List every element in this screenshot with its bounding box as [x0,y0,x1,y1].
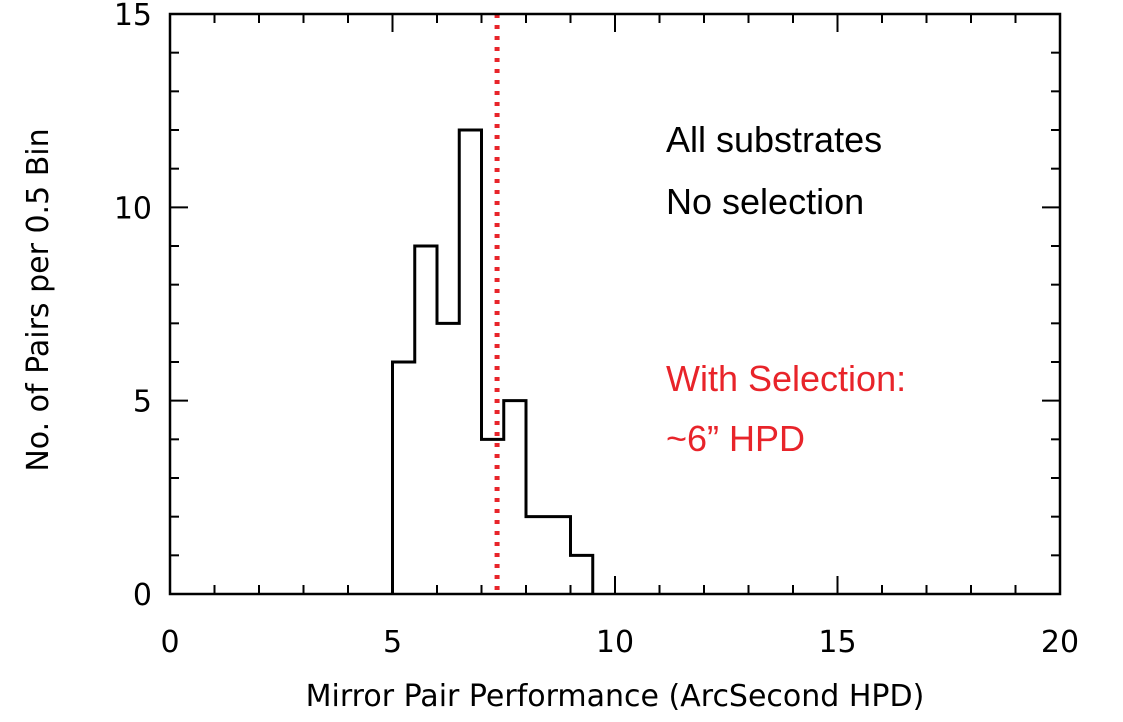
axis-tick-labels: 0 5 10 15 20 0 5 10 15 [114,0,1079,660]
histogram-bar [571,555,593,594]
histogram-bars [393,130,593,594]
annotation-no-selection-line-1: All substrates [666,119,882,160]
histogram-bar [504,401,526,594]
x-tick-label: 0 [160,625,179,660]
x-tick-label: 5 [383,625,402,660]
y-tick-label: 15 [114,0,152,33]
annotation-no-selection-line-2: No selection [666,181,864,222]
y-tick-label: 10 [114,191,152,226]
histogram-bar [393,362,415,594]
histogram-bar [548,517,570,594]
histogram-outline [391,128,595,594]
y-axis-title: No. of Pairs per 0.5 Bin [21,128,56,471]
histogram-bar [437,323,459,594]
histogram-bar [526,517,548,594]
y-tick-label: 5 [133,385,152,420]
x-tick-label: 10 [596,625,634,660]
histogram-bar [415,246,437,594]
annotation-with-selection: With Selection: ~6” HPD [666,358,916,459]
y-tick-label: 0 [133,578,152,613]
axis-ticks [169,13,1061,595]
x-tick-label: 20 [1041,625,1079,660]
annotation-no-selection: All substrates No selection [666,119,892,222]
plot-frame [168,12,1062,596]
annotation-with-selection-line-2: ~6” HPD [666,418,805,459]
x-axis-title: Mirror Pair Performance (ArcSecond HPD) [306,679,925,714]
annotation-with-selection-line-1: With Selection: [666,358,906,399]
histogram-bar [459,130,481,594]
histogram-bar [482,439,504,594]
x-tick-label: 15 [818,625,856,660]
